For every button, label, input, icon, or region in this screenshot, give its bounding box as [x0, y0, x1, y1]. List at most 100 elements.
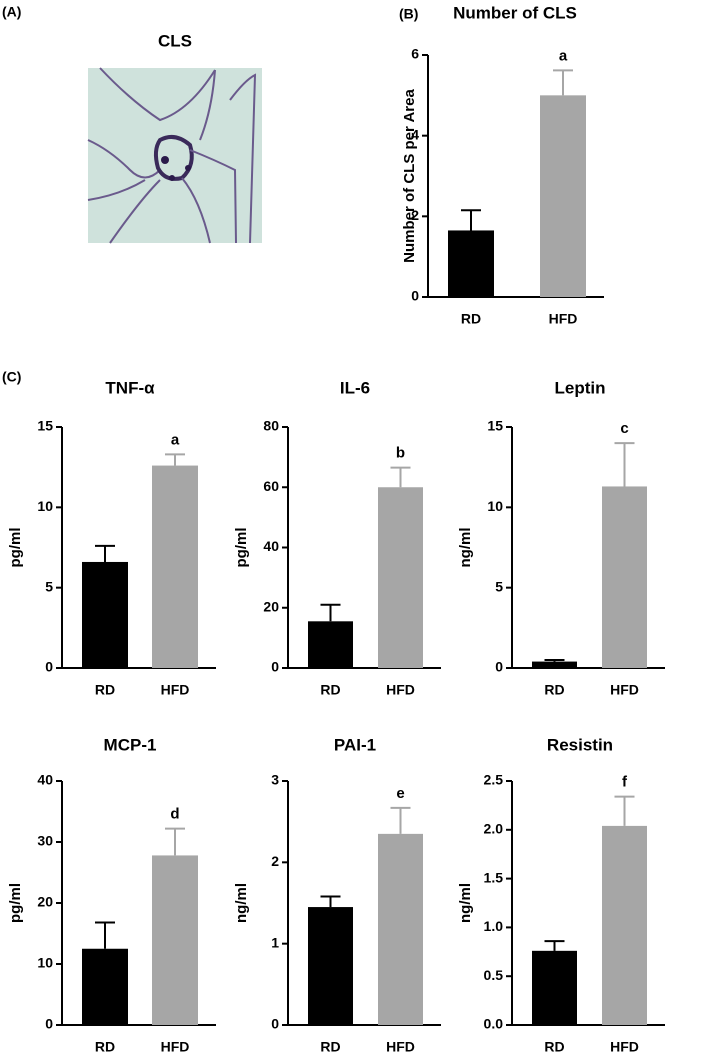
y-axis-label: pg/ml	[7, 528, 24, 568]
y-tick-label: 0	[45, 1016, 53, 1032]
y-tick-label: 40	[37, 772, 53, 788]
panel-label: (A)	[2, 4, 21, 20]
y-tick-label: 0.5	[484, 967, 504, 983]
x-tick-label: HFD	[386, 1039, 415, 1055]
x-tick-label: HFD	[549, 311, 578, 327]
y-tick-label: 0	[271, 1016, 279, 1032]
significance-letter: c	[620, 420, 628, 437]
y-axis-label: Number of CLS per Area	[401, 89, 418, 263]
bar	[602, 486, 647, 668]
histology-image	[87, 67, 262, 244]
x-tick-label: HFD	[386, 682, 415, 698]
bar	[540, 95, 586, 297]
bar	[448, 230, 494, 297]
y-tick-label: 4	[411, 126, 419, 142]
error-bar	[95, 544, 115, 562]
error-bar	[614, 795, 635, 826]
bar	[308, 907, 353, 1025]
significance-letter: b	[396, 445, 405, 462]
error-bar	[165, 827, 185, 856]
error-bar	[165, 453, 185, 466]
error-bar	[320, 895, 341, 908]
y-tick-label: 2	[271, 853, 279, 869]
y-tick-label: 1.0	[484, 918, 504, 934]
y-tick-label: 2	[411, 207, 419, 223]
x-tick-label: RD	[320, 1039, 340, 1055]
bar	[82, 561, 128, 668]
x-tick-label: HFD	[610, 1039, 639, 1055]
significance-letter: e	[396, 785, 404, 802]
bar	[602, 825, 647, 1025]
y-axis-label: pg/ml	[7, 883, 24, 923]
x-tick-label: HFD	[610, 682, 639, 698]
panel-label: (B)	[399, 6, 418, 22]
y-tick-label: 5	[495, 578, 503, 594]
bar	[308, 621, 353, 668]
error-bar	[320, 603, 341, 622]
error-bar	[553, 69, 573, 96]
x-tick-label: RD	[461, 311, 481, 327]
y-tick-label: 1.5	[484, 869, 504, 885]
y-tick-label: 60	[263, 478, 279, 494]
y-tick-label: 0	[411, 288, 419, 304]
bar	[152, 465, 198, 668]
y-tick-label: 5	[45, 578, 53, 594]
error-bar	[614, 442, 635, 487]
chart-title: Resistin	[547, 735, 613, 754]
y-tick-label: 15	[487, 418, 503, 434]
y-axis-label: ng/ml	[457, 528, 474, 568]
chart-title: PAI-1	[334, 735, 376, 754]
y-tick-label: 2.0	[484, 821, 504, 837]
y-tick-label: 1	[271, 934, 279, 950]
x-tick-label: HFD	[161, 682, 190, 698]
y-tick-label: 10	[37, 498, 53, 514]
y-axis-label: ng/ml	[457, 883, 474, 923]
bar	[378, 833, 423, 1025]
chart-title: TNF-α	[105, 378, 155, 397]
y-tick-label: 0	[495, 659, 503, 675]
bar	[532, 950, 577, 1025]
panel-label: (C)	[2, 369, 21, 385]
bar	[152, 855, 198, 1025]
y-tick-label: 20	[37, 894, 53, 910]
significance-letter: a	[171, 431, 180, 448]
y-tick-label: 10	[37, 955, 53, 971]
chart-title: IL-6	[340, 378, 370, 397]
error-bar	[390, 806, 411, 834]
y-tick-label: 30	[37, 833, 53, 849]
y-tick-label: 80	[263, 418, 279, 434]
bar	[532, 661, 577, 668]
y-tick-label: 0.0	[484, 1016, 504, 1032]
chart-title: MCP-1	[104, 735, 157, 754]
x-tick-label: RD	[95, 1039, 115, 1055]
error-bar	[390, 466, 411, 488]
bar	[82, 948, 128, 1025]
x-tick-label: HFD	[161, 1039, 190, 1055]
y-axis-label: ng/ml	[233, 883, 250, 923]
x-tick-label: RD	[95, 682, 115, 698]
error-bar	[544, 940, 565, 951]
x-tick-label: RD	[544, 682, 564, 698]
y-tick-label: 0	[271, 659, 279, 675]
significance-letter: d	[170, 806, 179, 823]
x-tick-label: RD	[544, 1039, 564, 1055]
error-bar	[461, 209, 481, 231]
chart-title: Leptin	[555, 378, 606, 397]
y-tick-label: 3	[271, 772, 279, 788]
y-tick-label: 10	[487, 498, 503, 514]
chart-title: Number of CLS	[453, 3, 577, 22]
x-tick-label: RD	[320, 682, 340, 698]
bar	[378, 487, 423, 668]
y-tick-label: 20	[263, 598, 279, 614]
y-tick-label: 6	[411, 46, 419, 62]
significance-letter: f	[622, 774, 628, 791]
error-bar	[95, 921, 115, 949]
significance-letter: a	[559, 47, 568, 64]
y-tick-label: 40	[263, 538, 279, 554]
y-tick-label: 15	[37, 418, 53, 434]
error-bar	[544, 658, 565, 662]
y-tick-label: 2.5	[484, 772, 504, 788]
image-title: CLS	[158, 31, 192, 50]
y-tick-label: 0	[45, 659, 53, 675]
